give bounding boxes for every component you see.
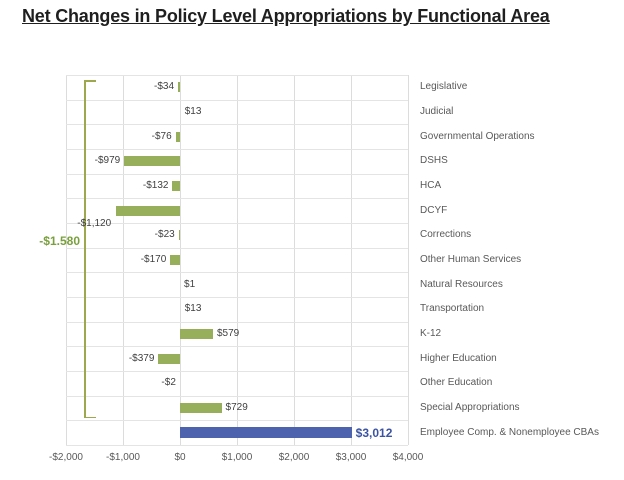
x-axis-tick-label: $2,000 [278,452,310,463]
category-label: Corrections [420,229,472,241]
category-label: Governmental Operations [420,130,535,142]
gridline-horizontal [66,297,408,298]
value-label: $1 [184,278,196,290]
gridline-horizontal [66,223,408,224]
gridline-vertical [237,75,238,445]
value-label: -$170 [140,254,167,265]
bar-highlight [180,427,352,439]
category-label: Judicial [420,106,454,117]
gridline-horizontal [66,395,408,397]
category-label: HCA [420,180,442,191]
category-label: Other Human Services [420,254,522,265]
bracket-vertical-line [84,80,86,419]
category-label: Special Appropriations [420,402,520,413]
x-axis-tick-label: -$1,000 [106,452,140,463]
bracket-top-hook [84,80,96,82]
category-label: Other Education [420,377,493,389]
value-label: -$76 [151,130,172,142]
x-axis-tick-label: -$2,000 [49,452,83,463]
category-label: Employee Comp. & Nonemployee CBAs [420,426,599,438]
gridline-vertical [66,75,67,445]
x-axis-tick-label: $4,000 [392,452,424,463]
gridline-horizontal [66,346,408,348]
gridline-horizontal [66,272,408,274]
bar [175,131,180,142]
bracket-bottom-hook [84,416,96,419]
gridline-horizontal [66,247,408,249]
category-label: DCYF [420,204,448,216]
gridline-horizontal [66,321,408,323]
gridline-horizontal [66,198,408,200]
value-label: -$132 [142,180,169,191]
gridline-vertical [294,75,295,445]
bar [116,205,180,216]
category-label: Transportation [420,303,485,315]
gridline-horizontal [66,149,408,150]
bar [124,156,180,167]
category-label: Natural Resources [420,278,503,290]
gridline-horizontal [66,445,408,446]
value-label: -$23 [154,229,175,241]
x-axis-tick-label: $1,000 [221,452,253,463]
gridline-horizontal [66,124,408,126]
value-label: $579 [217,328,240,339]
value-label: -$1,120 [77,217,112,229]
gridline-horizontal [66,99,408,101]
value-label: -$34 [154,81,175,93]
gridline-vertical [351,75,352,445]
bar [178,230,180,241]
value-label: $13 [184,303,202,315]
gridline-horizontal [66,173,408,175]
x-axis-tick-label: $0 [174,452,186,463]
bar [180,329,213,339]
category-label: DSHS [420,155,448,167]
gridline-horizontal [66,420,408,422]
category-label: Legislative [420,81,468,93]
bar [158,353,180,364]
bar [170,255,180,265]
chart-title: Net Changes in Policy Level Appropriatio… [22,6,550,26]
bracket-total-label: -$1.580 [39,234,80,248]
gridline-horizontal [66,371,408,372]
value-label: $729 [225,402,248,413]
gridline-vertical [123,75,124,445]
value-label: $3,012 [355,425,393,440]
value-label: $13 [184,106,202,117]
value-label: -$2 [161,377,176,389]
category-label: Higher Education [420,352,497,364]
bar [178,82,180,93]
value-label: -$979 [94,155,121,167]
category-label: K-12 [420,328,442,339]
plot-area [66,75,409,446]
value-label: -$379 [128,352,155,364]
gridline-vertical [180,75,181,445]
gridline-vertical [408,75,409,445]
x-axis-tick-label: $3,000 [335,452,367,463]
bar [172,181,180,191]
bar [180,403,222,413]
gridline-horizontal [66,75,408,76]
